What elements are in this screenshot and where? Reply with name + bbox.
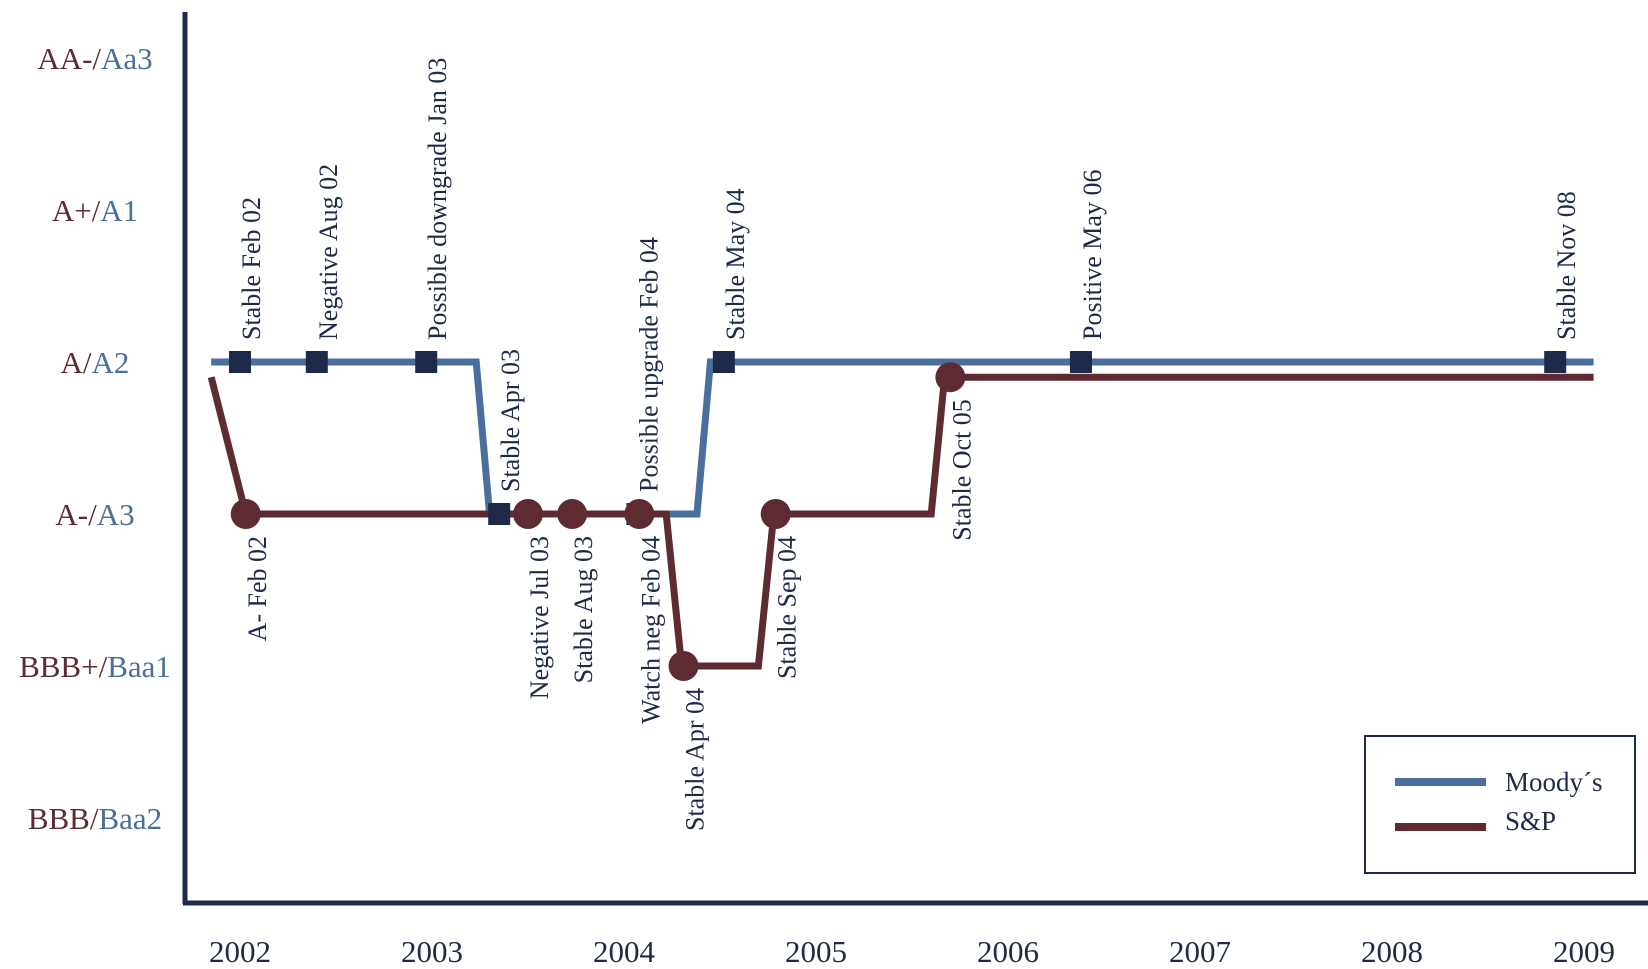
x-tick-label: 2006 — [977, 934, 1039, 969]
moodys-event-marker — [712, 351, 735, 373]
x-tick-label: 2002 — [209, 934, 271, 969]
sp-event-marker — [557, 499, 588, 529]
moodys-event-label: Stable Nov 08 — [1552, 191, 1581, 340]
y-tick-moodys: A3 — [97, 497, 135, 532]
sp-event-label: A- Feb 02 — [243, 536, 272, 641]
moodys-event-marker — [1069, 351, 1092, 373]
moodys-event-marker — [1544, 351, 1567, 373]
event-markers — [229, 351, 1567, 681]
sp-event-marker — [668, 651, 699, 681]
y-tick-sp: BBB/ — [28, 801, 99, 836]
y-tick-moodys: Baa1 — [107, 649, 171, 684]
legend: Moody´s S&P — [1364, 735, 1636, 874]
y-tick-label: AA-/Aa3 — [37, 41, 152, 76]
moodys-event-marker — [229, 351, 251, 373]
y-tick-label: BBB+/Baa1 — [19, 649, 171, 684]
y-tick-label: A/A2 — [61, 345, 130, 380]
x-axis-labels: 2002 2003 2004 2005 2006 2007 2008 2009 — [209, 934, 1615, 969]
series-line-sp — [207, 373, 1594, 670]
moodys-event-label: Positive May 06 — [1078, 170, 1107, 340]
sp-event-marker — [760, 499, 791, 529]
sp-event-label: Stable Aug 03 — [569, 536, 598, 683]
x-tick-label: 2008 — [1361, 934, 1423, 969]
sp-event-label: Stable Oct 05 — [947, 399, 976, 541]
y-tick-label: BBB/Baa2 — [28, 801, 162, 836]
sp-event-label: Stable Apr 04 — [681, 688, 710, 831]
y-tick-sp: A-/ — [55, 497, 97, 532]
moodys-event-marker — [415, 351, 438, 373]
sp-event-label: Negative Jul 03 — [525, 536, 554, 699]
y-tick-sp: A/ — [61, 345, 92, 380]
moodys-event-marker — [488, 503, 511, 525]
y-tick-sp: A+/ — [52, 193, 101, 228]
y-tick-moodys: A2 — [92, 345, 130, 380]
y-tick-moodys: A1 — [100, 193, 138, 228]
moodys-event-marker — [305, 351, 328, 373]
y-tick-label: A+/A1 — [52, 193, 138, 228]
sp-event-label: Watch neg Feb 04 — [636, 536, 665, 724]
series-line-moodys — [211, 358, 1594, 518]
x-tick-label: 2007 — [1169, 934, 1231, 969]
y-tick-sp: BBB+/ — [19, 649, 108, 684]
legend-label-moodys: Moody´s — [1505, 767, 1603, 797]
x-tick-label: 2004 — [593, 934, 656, 969]
moodys-event-label: Stable Feb 02 — [237, 197, 266, 340]
moodys-event-label: Possible downgrade Jan 03 — [423, 58, 452, 340]
series-lines — [207, 358, 1594, 670]
legend-box — [1364, 735, 1636, 874]
sp-event-marker — [624, 499, 655, 529]
y-tick-label: A-/A3 — [55, 497, 134, 532]
y-tick-sp: AA-/ — [37, 41, 101, 76]
sp-event-marker — [230, 499, 261, 529]
sp-event-label: Stable Sep 04 — [773, 536, 802, 679]
sp-event-marker — [935, 362, 966, 393]
x-tick-label: 2005 — [785, 934, 847, 969]
moodys-event-label: Stable Apr 03 — [496, 349, 525, 492]
event-annotations: Stable Feb 02 Negative Aug 02 Possible dow… — [237, 58, 1581, 831]
x-tick-label: 2009 — [1553, 934, 1615, 969]
y-axis-labels: AA-/Aa3 A+/A1 A/A2 A-/A3 BBB+/Baa1 BBB/Baa2 — [19, 41, 171, 836]
y-tick-moodys: Baa2 — [98, 801, 162, 836]
moodys-event-label: Stable May 04 — [721, 188, 750, 340]
legend-label-sp: S&P — [1505, 806, 1556, 836]
moodys-event-label: Negative Aug 02 — [314, 164, 343, 340]
y-tick-moodys: Aa3 — [101, 41, 153, 76]
moodys-event-label: Possible upgrade Feb 04 — [634, 237, 663, 492]
sp-event-marker — [513, 499, 543, 529]
x-tick-label: 2003 — [401, 934, 463, 969]
